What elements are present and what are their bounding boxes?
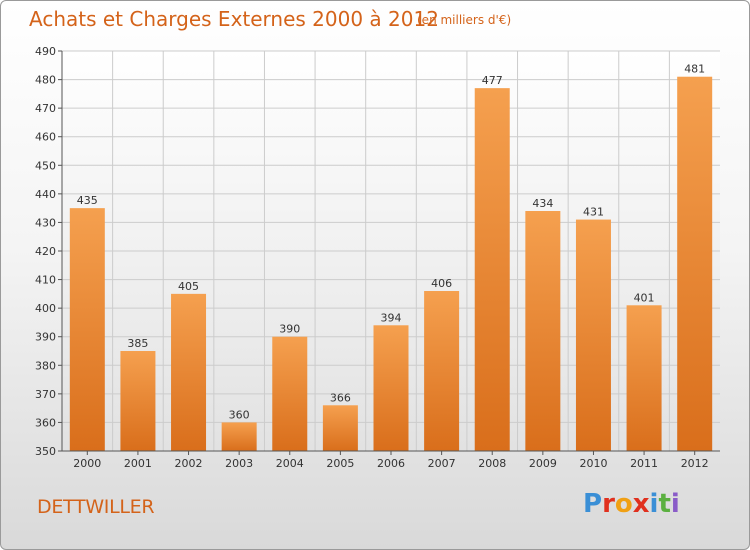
x-tick-label: 2012 — [681, 457, 709, 470]
brand-logo: Proxiti — [583, 489, 680, 519]
bar-value-label: 405 — [178, 280, 199, 293]
bar — [69, 208, 105, 451]
y-tick-label: 430 — [35, 216, 56, 229]
bar-value-label: 394 — [381, 311, 402, 324]
y-tick-label: 420 — [35, 245, 56, 258]
bar — [575, 219, 611, 451]
y-tick-label: 410 — [35, 274, 56, 287]
x-tick-label: 2007 — [428, 457, 456, 470]
bar — [373, 325, 409, 451]
labels: 350 360 370 380 390 400 410 420 430 440 450 460 470 4… — [35, 45, 709, 470]
bar — [525, 211, 561, 451]
y-tick-label: 370 — [35, 388, 56, 401]
y-tick-label: 390 — [35, 331, 56, 344]
y-tick-label: 490 — [35, 45, 56, 58]
bar-value-label: 385 — [127, 337, 148, 350]
bar — [424, 291, 460, 451]
y-tick-label: 470 — [35, 102, 56, 115]
y-tick-label: 450 — [35, 159, 56, 172]
x-tick-label: 2009 — [529, 457, 557, 470]
city-name: DETTWILLER — [37, 496, 155, 518]
bar — [221, 422, 257, 451]
x-tick-label: 2004 — [276, 457, 304, 470]
bar-value-label: 435 — [77, 194, 98, 207]
y-tick-label: 400 — [35, 302, 56, 315]
bar-value-label: 366 — [330, 391, 351, 404]
y-tick-label: 440 — [35, 188, 56, 201]
bar-value-label: 360 — [229, 408, 250, 421]
y-tick-label: 350 — [35, 445, 56, 458]
y-tick-label: 460 — [35, 131, 56, 144]
x-tick-label: 2001 — [124, 457, 152, 470]
chart-subtitle: (en milliers d'€) — [417, 13, 512, 27]
bar-value-label: 401 — [634, 291, 655, 304]
bar-value-label: 481 — [684, 63, 705, 76]
bar — [322, 405, 358, 451]
bar — [677, 76, 713, 451]
bar-value-label: 431 — [583, 206, 604, 219]
y-tick-label: 480 — [35, 74, 56, 87]
bars — [69, 76, 713, 452]
bar — [120, 351, 156, 451]
chart-title: Achats et Charges Externes 2000 à 2012 — [29, 7, 439, 31]
x-tick-label: 2003 — [225, 457, 253, 470]
x-tick-label: 2005 — [326, 457, 354, 470]
x-tick-label: 2000 — [73, 457, 101, 470]
bar-value-label: 477 — [482, 74, 503, 87]
bar — [474, 88, 510, 452]
bar — [272, 336, 308, 451]
x-tick-label: 2002 — [175, 457, 203, 470]
axes — [58, 50, 720, 455]
x-tick-label: 2011 — [630, 457, 658, 470]
y-tick-label: 380 — [35, 359, 56, 372]
bar-value-label: 390 — [279, 323, 300, 336]
y-tick-label: 360 — [35, 416, 56, 429]
x-tick-label: 2006 — [377, 457, 405, 470]
x-tick-label: 2008 — [478, 457, 506, 470]
bar — [171, 293, 207, 451]
bar — [626, 305, 662, 451]
bar-value-label: 406 — [431, 277, 452, 290]
bar-value-label: 434 — [532, 197, 553, 210]
x-tick-label: 2010 — [579, 457, 607, 470]
